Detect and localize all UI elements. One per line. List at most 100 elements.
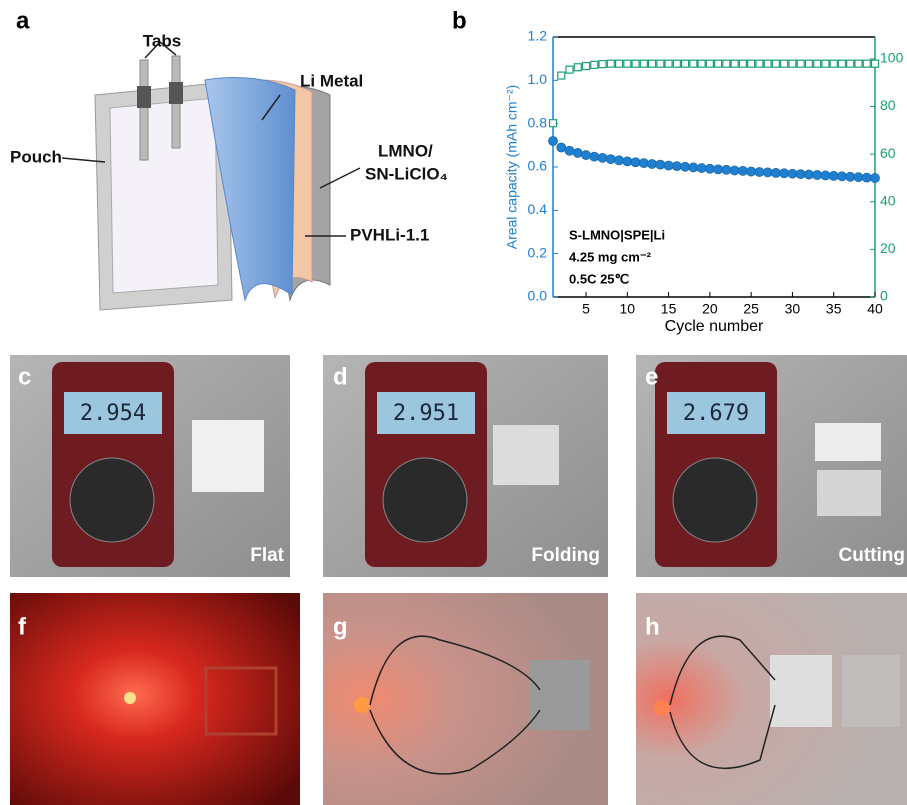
panel-letter: h	[645, 613, 660, 640]
marker	[548, 136, 557, 145]
panel-letter: g	[333, 613, 348, 640]
marker	[813, 170, 822, 179]
marker	[854, 173, 863, 182]
y-tick-label: 0.2	[528, 244, 548, 260]
marker	[639, 159, 648, 168]
y2-tick-label: 0	[880, 288, 888, 304]
x-tick-label: 5	[582, 301, 590, 317]
figure: Tabs Li Metal Pouch LMNO/ SN-LiClO₄ PVHL…	[0, 0, 907, 805]
marker	[870, 173, 879, 182]
marker	[714, 165, 723, 174]
label: Pouch	[10, 147, 62, 166]
marker	[616, 60, 623, 67]
marker	[755, 167, 764, 176]
marker	[821, 171, 830, 180]
marker	[682, 60, 689, 67]
marker	[640, 60, 647, 67]
label: Li Metal	[300, 71, 363, 90]
marker	[558, 72, 565, 79]
x-tick-label: 20	[702, 301, 718, 317]
marker	[764, 60, 771, 67]
x-tick-label: 30	[785, 301, 801, 317]
marker	[747, 167, 756, 176]
marker	[838, 60, 845, 67]
panel-letter: f	[18, 613, 27, 640]
marker	[574, 64, 581, 71]
y-tick-label: 0.0	[528, 288, 548, 304]
marker	[829, 171, 838, 180]
marker	[731, 60, 738, 67]
label: PVHLi-1.1	[350, 225, 429, 244]
marker	[614, 156, 623, 165]
x-axis-label: Cycle number	[665, 318, 764, 335]
marker	[797, 60, 804, 67]
y-tick-label: 1.0	[528, 71, 548, 87]
label: Tabs	[143, 31, 181, 50]
marker	[607, 60, 614, 67]
marker	[624, 60, 631, 67]
marker	[689, 163, 698, 172]
marker	[649, 60, 656, 67]
y-axis-label: Areal capacity (mAh cm⁻²)	[504, 85, 520, 250]
y-tick-label: 0.8	[528, 114, 548, 130]
marker	[565, 146, 574, 155]
marker	[772, 60, 779, 67]
marker	[730, 166, 739, 175]
marker	[590, 152, 599, 161]
marker	[872, 60, 879, 67]
y-tick-label: 1.2	[528, 28, 548, 44]
marker	[789, 60, 796, 67]
marker	[796, 170, 805, 179]
y-tick-label: 0.4	[528, 201, 548, 217]
marker	[847, 60, 854, 67]
marker	[583, 63, 590, 70]
schematic: Tabs Li Metal Pouch LMNO/ SN-LiClO₄ PVHL…	[10, 31, 448, 310]
marker	[665, 60, 672, 67]
photo-label: Cutting	[839, 545, 905, 566]
panel-letter: c	[18, 363, 31, 390]
label: SN-LiClO₄	[365, 164, 448, 183]
marker	[814, 60, 821, 67]
marker	[591, 61, 598, 68]
photo-row	[10, 593, 907, 805]
marker	[697, 163, 706, 172]
marker	[830, 60, 837, 67]
marker	[632, 60, 639, 67]
marker	[863, 60, 870, 67]
marker	[788, 169, 797, 178]
marker	[647, 159, 656, 168]
marker	[781, 60, 788, 67]
panel-letter: a	[16, 7, 30, 34]
marker	[705, 164, 714, 173]
marker	[756, 60, 763, 67]
marker	[822, 60, 829, 67]
marker	[739, 60, 746, 67]
marker	[780, 169, 789, 178]
marker	[623, 157, 632, 166]
photo	[10, 593, 300, 805]
marker	[846, 172, 855, 181]
marker	[723, 60, 730, 67]
y2-tick-label: 100	[880, 50, 904, 66]
marker	[673, 60, 680, 67]
marker	[656, 160, 665, 169]
marker	[657, 60, 664, 67]
marker	[805, 60, 812, 67]
display-reading: 2.954	[80, 401, 146, 426]
x-tick-label: 25	[743, 301, 759, 317]
panel-letter: b	[452, 7, 467, 34]
marker	[581, 150, 590, 159]
display-reading: 2.951	[393, 401, 459, 426]
marker	[763, 168, 772, 177]
panel-letter: d	[333, 363, 348, 390]
marker	[573, 148, 582, 157]
marker	[862, 173, 871, 182]
y2-tick-label: 80	[880, 97, 896, 113]
marker	[557, 143, 566, 152]
label: LMNO/	[378, 141, 433, 160]
y-tick-label: 0.6	[528, 158, 548, 174]
marker	[566, 66, 573, 73]
marker	[672, 162, 681, 171]
marker	[715, 60, 722, 67]
annotation: 4.25 mg cm⁻²	[569, 249, 652, 264]
